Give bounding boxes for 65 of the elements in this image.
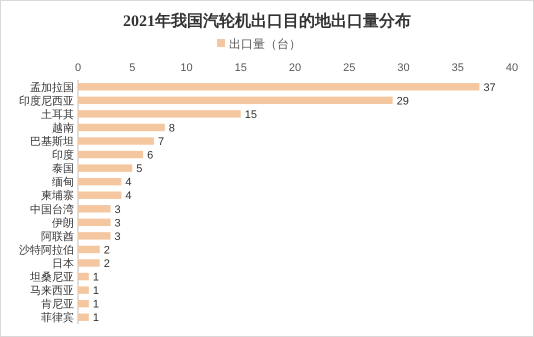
data-label: 1: [92, 312, 99, 324]
data-label: 29: [396, 95, 409, 108]
x-tick-label: 20: [288, 62, 302, 74]
bar: [78, 110, 241, 118]
bar: [78, 124, 165, 132]
bar: [78, 272, 89, 280]
data-label: 1: [92, 285, 99, 298]
bar: [78, 83, 480, 91]
chart-title: 2021年我国汽轮机出口目的地出口量分布: [123, 12, 411, 30]
x-tick-label: 35: [452, 62, 464, 74]
x-tick-label: 30: [397, 62, 410, 74]
data-label: 3: [114, 217, 121, 230]
y-tick-label: 阿联酋: [41, 230, 74, 243]
y-tick-label: 日本: [52, 257, 74, 270]
data-label: 6: [147, 150, 154, 162]
data-label: 37: [483, 82, 496, 94]
y-tick-label: 孟加拉国: [30, 80, 74, 94]
data-label: 2: [104, 244, 110, 256]
x-tick-label: 5: [129, 62, 136, 74]
data-label: 4: [125, 190, 132, 202]
y-tick-label: 柬埔寨: [41, 189, 74, 202]
x-tick-label: 15: [234, 62, 247, 74]
y-tick-label: 马来西亚: [30, 284, 74, 298]
data-label: 5: [136, 163, 142, 176]
data-label: 15: [244, 108, 257, 121]
data-label: 2: [104, 258, 110, 270]
y-tick-label: 坦桑尼亚: [29, 272, 74, 284]
bar: [78, 300, 89, 308]
bar: [78, 232, 111, 240]
x-tick-label: 0: [74, 62, 82, 74]
legend-label: 出口量（台）: [229, 37, 301, 51]
bar: [78, 246, 100, 254]
bar: [78, 150, 144, 158]
bar: [78, 164, 132, 172]
y-tick-label: 印度: [52, 148, 74, 162]
bar: [78, 313, 89, 321]
y-tick-label: 泰国: [52, 163, 74, 176]
bar: [78, 191, 122, 199]
data-label: 3: [114, 204, 121, 216]
data-label: 1: [92, 272, 99, 284]
data-label: 3: [114, 230, 121, 243]
bar: [78, 286, 89, 294]
bar: [78, 96, 393, 104]
y-tick-label: 肯尼亚: [41, 298, 74, 311]
y-tick-label: 土耳其: [41, 108, 74, 121]
data-label: 4: [125, 176, 132, 189]
data-label: 8: [168, 122, 175, 134]
x-tick-label: 40: [506, 62, 518, 74]
bar: [78, 259, 100, 267]
bar: [78, 178, 122, 186]
data-label: 7: [158, 136, 164, 148]
y-tick-label: 菲律宾: [41, 311, 74, 324]
y-tick-label: 越南: [52, 121, 74, 134]
y-tick-label: 印度尼西亚: [19, 94, 74, 108]
data-label: 1: [92, 298, 99, 311]
bar: [78, 205, 111, 213]
y-tick-label: 缅甸: [52, 176, 74, 189]
y-tick-label: 沙特阿拉伯: [19, 243, 74, 256]
y-tick-label: 伊朗: [52, 216, 74, 230]
bar: [78, 137, 154, 145]
y-tick-label: 中国台湾: [30, 202, 74, 216]
x-tick-label: 10: [180, 62, 193, 74]
y-tick-label: 巴基斯坦: [30, 135, 74, 148]
bar: [78, 218, 111, 226]
x-tick-label: 25: [343, 62, 356, 74]
